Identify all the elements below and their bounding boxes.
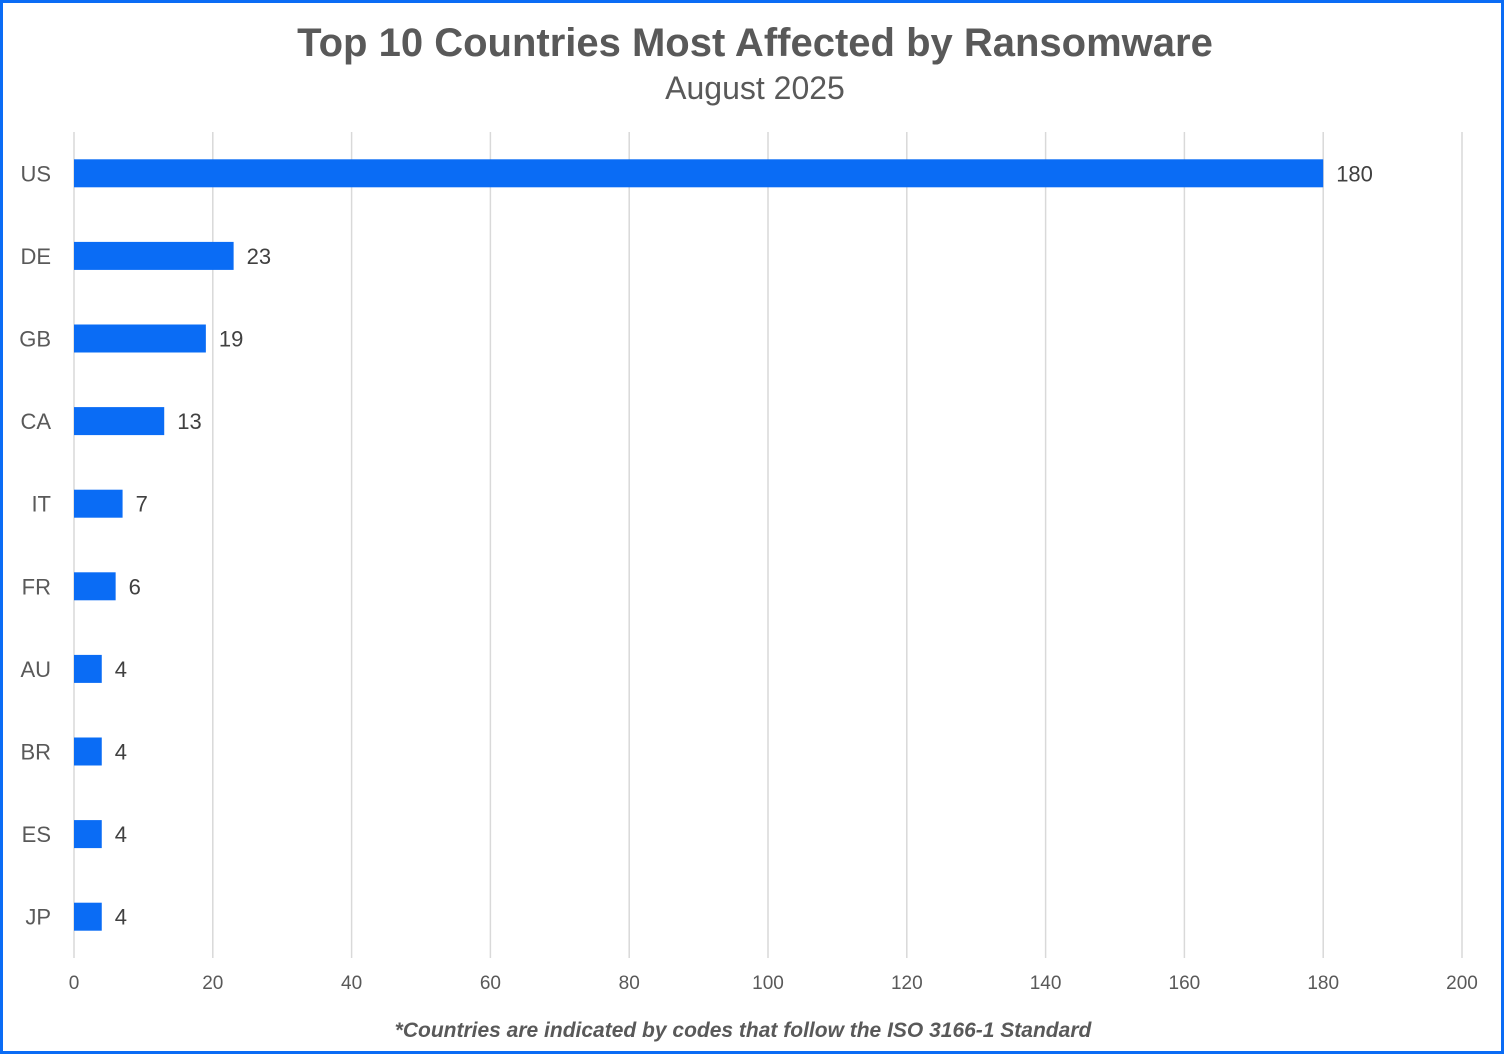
- y-tick-label: IT: [31, 492, 51, 517]
- bar-us: [74, 159, 1324, 188]
- chart-subtitle: August 2025: [665, 70, 845, 106]
- bar-de: [74, 241, 234, 270]
- x-tick-label: 120: [891, 973, 923, 994]
- labels: 0 20 40 60 80 100 120 140 160 180 200 US 180 DE 23 GB 19…: [19, 161, 1478, 994]
- y-tick-label: AU: [20, 657, 51, 682]
- y-tick-label: GB: [19, 327, 51, 352]
- x-tick-label: 180: [1307, 973, 1339, 994]
- x-tick-label: 60: [480, 973, 501, 994]
- chart-title: Top 10 Countries Most Affected by Ransom…: [297, 21, 1213, 65]
- y-tick-label: DE: [20, 244, 51, 269]
- data-label: 13: [177, 409, 201, 434]
- x-tick-label: 20: [202, 973, 223, 994]
- x-tick-label: 100: [752, 973, 784, 994]
- y-tick-label: US: [20, 161, 51, 186]
- y-tick-label: CA: [20, 409, 51, 434]
- bar-it: [74, 489, 123, 518]
- data-label: 6: [129, 574, 141, 599]
- bar-au: [74, 654, 102, 683]
- x-tick-label: 0: [69, 973, 80, 994]
- bar-es: [74, 820, 102, 849]
- bar-gb: [74, 324, 206, 353]
- y-tick-label: ES: [22, 822, 51, 847]
- x-tick-label: 80: [619, 973, 640, 994]
- data-label: 4: [115, 822, 127, 847]
- chart-footnote: *Countries are indicated by codes that f…: [394, 1019, 1092, 1042]
- data-label: 4: [115, 905, 127, 930]
- data-label: 4: [115, 740, 127, 765]
- bar-ca: [74, 407, 165, 436]
- bars: [74, 159, 1324, 931]
- gridlines: [73, 132, 1463, 958]
- y-tick-label: JP: [25, 905, 51, 930]
- bar-jp: [74, 902, 102, 931]
- x-tick-label: 160: [1169, 973, 1201, 994]
- data-label: 180: [1336, 161, 1373, 186]
- x-tick-label: 40: [341, 973, 362, 994]
- data-label: 7: [136, 492, 148, 517]
- y-tick-label: FR: [22, 574, 51, 599]
- bar-fr: [74, 572, 116, 601]
- data-label: 23: [247, 244, 271, 269]
- data-label: 19: [219, 327, 243, 352]
- data-label: 4: [115, 657, 127, 682]
- x-tick-label: 200: [1446, 973, 1478, 994]
- bar-br: [74, 737, 102, 766]
- x-tick-label: 140: [1030, 973, 1062, 994]
- y-tick-label: BR: [20, 740, 51, 765]
